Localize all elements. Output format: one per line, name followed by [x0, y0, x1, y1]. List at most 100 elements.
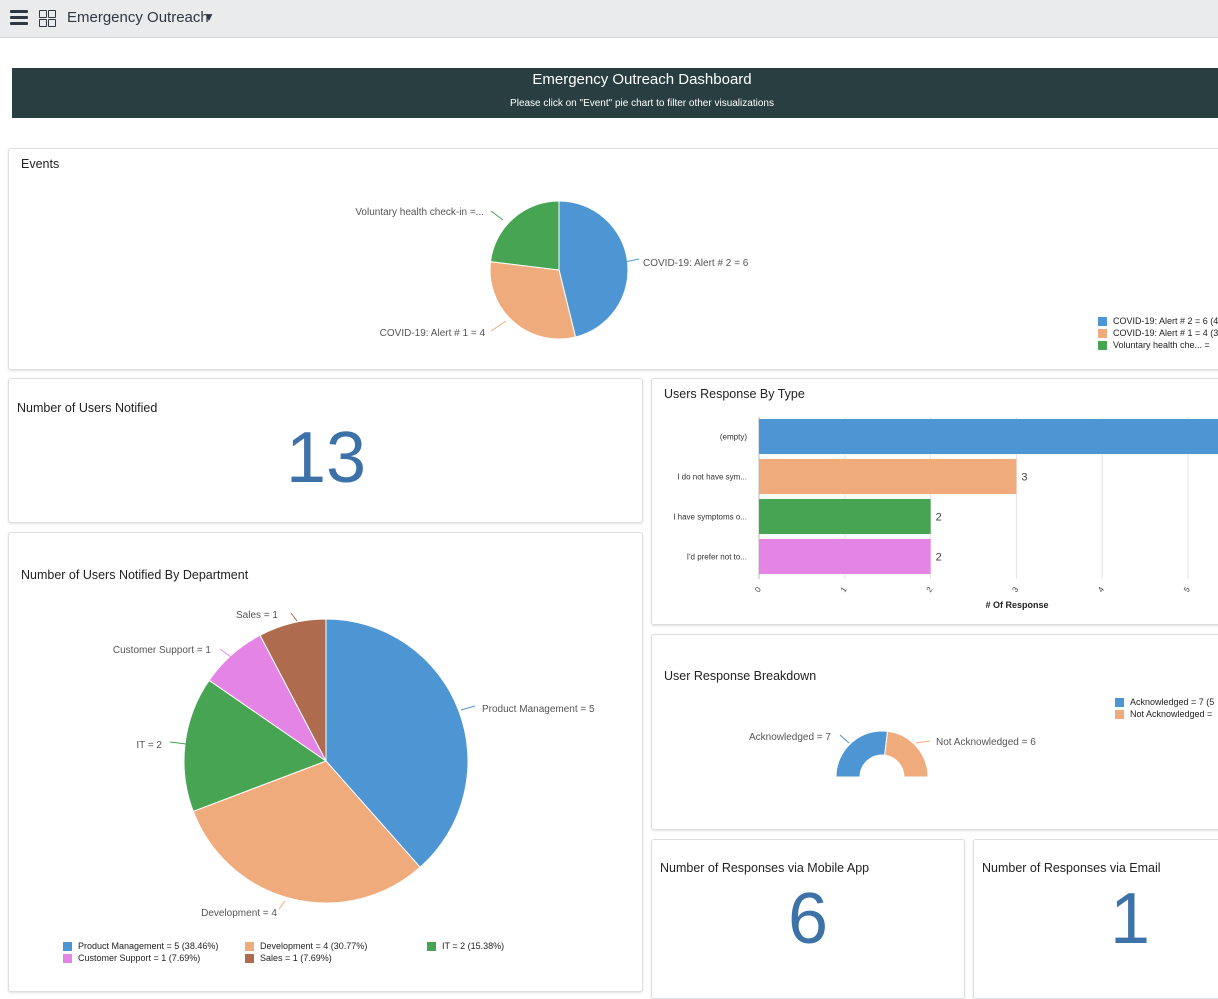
donut-slice-not-acknowledged[interactable]: [884, 730, 929, 778]
mobile-responses-value[interactable]: 6: [788, 879, 829, 959]
by-department-pie-chart[interactable]: Product Management = 5 Development = 4 I…: [9, 533, 643, 933]
email-responses-panel: Number of Responses via Email 1: [973, 839, 1218, 999]
dashboard-banner: Emergency Outreach Dashboard Please clic…: [12, 68, 1218, 118]
legend-label: Product Management = 5 (38.46%): [78, 941, 219, 951]
legend-swatch: [245, 941, 254, 951]
breakdown-legend: Acknowledged = 7 (5 Not Acknowledged =: [1115, 696, 1214, 720]
response-by-type-bar-chart[interactable]: 0 1 2 3 4 5 (empty) I do not have sym... 3 I have…: [652, 379, 1218, 625]
email-responses-title: Number of Responses via Email: [982, 861, 1161, 875]
dept-leader-2: [278, 900, 286, 910]
legend-item[interactable]: Not Acknowledged =: [1115, 708, 1214, 720]
app-title[interactable]: Emergency Outreach: [67, 9, 209, 26]
pie-slice-development[interactable]: [192, 760, 421, 904]
bar-0[interactable]: [759, 419, 1218, 454]
by-department-title: Number of Users Notified By Department: [21, 568, 249, 582]
response-by-type-panel: Users Response By Type 0 1 2 3 4 5 (empty) I do…: [651, 378, 1218, 625]
legend-item[interactable]: COVID-19: Alert # 2 = 6 (4: [1098, 315, 1218, 327]
events-label-1: COVID-19: Alert # 2 = 6: [643, 258, 749, 269]
grid-icon[interactable]: [39, 10, 56, 27]
events-label-2: COVID-19: Alert # 1 = 4: [380, 328, 486, 339]
legend-swatch: [1115, 709, 1124, 719]
bar-3[interactable]: [759, 539, 931, 574]
events-leader-2: [490, 320, 507, 332]
dashboard-subtitle: Please click on "Event" pie chart to fil…: [510, 98, 774, 109]
email-responses-value[interactable]: 1: [1110, 879, 1151, 959]
legend-label: Not Acknowledged =: [1130, 709, 1213, 719]
legend-label: Development = 4 (30.77%): [260, 941, 368, 951]
bar-value-label: 2: [936, 512, 942, 524]
bar-1[interactable]: [759, 459, 1017, 494]
events-pie[interactable]: [489, 200, 629, 340]
dept-label-4: Customer Support = 1: [113, 645, 212, 656]
category-label: I do not have sym...: [677, 473, 747, 482]
events-leader-3: [490, 210, 504, 221]
events-label-3: Voluntary health check-in =...: [355, 207, 484, 218]
legend-item[interactable]: COVID-19: Alert # 1 = 4 (3: [1098, 327, 1218, 339]
dept-label-3: IT = 2: [136, 740, 162, 751]
hamburger-icon[interactable]: [10, 10, 28, 26]
legend-item[interactable]: IT = 2 (15.38%): [427, 940, 504, 952]
legend-swatch: [1098, 328, 1107, 338]
legend-label: Customer Support = 1 (7.69%): [78, 953, 201, 963]
department-pie[interactable]: [183, 618, 469, 904]
bar-2[interactable]: [759, 499, 931, 534]
response-by-type-title: Users Response By Type: [664, 387, 805, 401]
legend-swatch: [63, 941, 72, 951]
dept-leader-4: [219, 648, 232, 658]
bar-value-label: 2: [936, 552, 942, 564]
legend-swatch: [245, 953, 254, 963]
events-panel: Events COVID-19: Alert # 2 = 6 COVID-19:…: [8, 148, 1218, 370]
legend-swatch: [427, 941, 436, 951]
users-notified-title: Number of Users Notified: [17, 401, 158, 415]
legend-label: COVID-19: Alert # 1 = 4 (3: [1113, 328, 1218, 338]
category-label: (empty): [720, 433, 747, 442]
bar-value-label: 3: [1021, 472, 1027, 484]
events-legend: COVID-19: Alert # 2 = 6 (4 COVID-19: Ale…: [1098, 315, 1218, 351]
legend-swatch: [63, 953, 72, 963]
x-tick-label: 1: [839, 585, 849, 594]
legend-item[interactable]: Acknowledged = 7 (5: [1115, 696, 1214, 708]
users-notified-panel: Number of Users Notified 13: [8, 378, 643, 523]
x-tick-label: 0: [753, 585, 763, 594]
dashboard-title: Emergency Outreach Dashboard: [532, 71, 752, 88]
legend-label: Acknowledged = 7 (5: [1130, 697, 1215, 707]
x-tick-label: 3: [1010, 585, 1020, 594]
x-axis-title: # Of Response: [985, 600, 1048, 610]
response-breakdown-title: User Response Breakdown: [664, 669, 817, 683]
category-label: I'd prefer not to...: [687, 553, 747, 562]
x-tick-label: 4: [1096, 585, 1106, 594]
legend-item[interactable]: Customer Support = 1 (7.69%): [63, 952, 200, 964]
pie-slice-voluntary-check-in[interactable]: [489, 200, 560, 271]
response-donut[interactable]: [835, 730, 929, 778]
top-bar: Emergency Outreach ▼: [0, 0, 1218, 38]
dept-label-5: Sales = 1: [236, 610, 278, 621]
dept-leader-3: [169, 741, 187, 745]
legend-item[interactable]: Voluntary health che... =: [1098, 339, 1218, 351]
category-label: I have symptoms o...: [673, 513, 747, 522]
response-breakdown-donut-chart[interactable]: Acknowledged = 7 Not Acknowledged = 6: [652, 635, 1218, 830]
response-breakdown-panel: User Response Breakdown Acknowledged = 7…: [651, 634, 1218, 830]
dept-leader-1: [460, 705, 476, 711]
pie-slice-sales[interactable]: [259, 618, 327, 762]
legend-label: COVID-19: Alert # 2 = 6 (4: [1113, 316, 1218, 326]
ack-label: Acknowledged = 7: [749, 732, 831, 743]
legend-swatch: [1115, 697, 1124, 707]
events-pie-chart[interactable]: COVID-19: Alert # 2 = 6 COVID-19: Alert …: [9, 149, 1218, 370]
users-notified-value[interactable]: 13: [286, 418, 367, 498]
mobile-responses-title: Number of Responses via Mobile App: [660, 861, 870, 875]
legend-swatch: [1098, 316, 1107, 326]
caret-down-icon[interactable]: ▼: [203, 10, 215, 24]
dept-label-2: Development = 4: [201, 908, 277, 919]
not-ack-leader: [915, 740, 931, 744]
legend-item[interactable]: Product Management = 5 (38.46%): [63, 940, 218, 952]
pie-slice-product-management[interactable]: [325, 618, 469, 868]
dept-label-1: Product Management = 5: [482, 704, 595, 715]
mobile-responses-panel: Number of Responses via Mobile App 6: [651, 839, 965, 999]
pie-slice-covid-alert-1[interactable]: [489, 261, 577, 340]
not-ack-label: Not Acknowledged = 6: [936, 737, 1036, 748]
x-tick-label: 5: [1182, 585, 1192, 594]
legend-item[interactable]: Sales = 1 (7.69%): [245, 952, 332, 964]
legend-label: IT = 2 (15.38%): [442, 941, 505, 951]
legend-swatch: [1098, 340, 1107, 350]
legend-item[interactable]: Development = 4 (30.77%): [245, 940, 367, 952]
